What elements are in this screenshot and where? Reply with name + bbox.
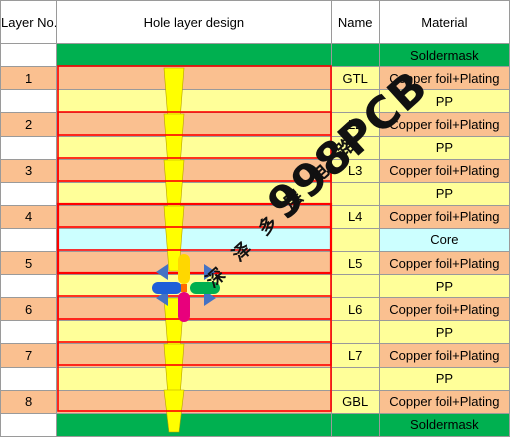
layer-number-cell	[0, 412, 58, 437]
layer-number-cell: 4	[0, 204, 58, 229]
layer-name-cell	[330, 366, 380, 391]
hole-design-cell	[56, 366, 332, 391]
layer-number-cell	[0, 43, 58, 68]
stackup-row-soldermask: Soldermask	[0, 412, 510, 437]
material-cell: Copper foil+Plating	[378, 204, 510, 229]
material-cell: Copper foil+Plating	[378, 251, 510, 276]
layer-name-cell: L4	[330, 204, 380, 229]
stackup-row-copper: 3 L3 Copper foil+Plating	[0, 158, 510, 183]
stackup-row-pp: PP	[0, 366, 510, 391]
layer-number-cell	[0, 366, 58, 391]
stackup-row-pp: PP	[0, 274, 510, 299]
stackup-row-pp: PP	[0, 320, 510, 345]
layer-name-cell	[330, 227, 380, 253]
layer-number-cell	[0, 320, 58, 345]
hole-design-cell	[56, 412, 332, 437]
hole-design-cell	[56, 112, 332, 137]
layer-number-cell: 6	[0, 297, 58, 322]
layer-number-cell	[0, 89, 58, 114]
layer-name-cell: L2	[330, 112, 380, 137]
layer-name-cell: L5	[330, 251, 380, 276]
material-cell: PP	[378, 366, 510, 391]
stackup-row-core: Core	[0, 227, 510, 253]
layer-number-cell: 7	[0, 343, 58, 368]
layer-name-cell	[330, 181, 380, 206]
material-cell: Copper foil+Plating	[378, 158, 510, 183]
stackup-row-soldermask: Soldermask	[0, 43, 510, 68]
hole-design-cell	[56, 389, 332, 414]
material-cell: PP	[378, 181, 510, 206]
hole-design-cell	[56, 89, 332, 114]
material-cell: Copper foil+Plating	[378, 297, 510, 322]
material-cell: Core	[378, 227, 510, 253]
material-cell: Copper foil+Plating	[378, 112, 510, 137]
layer-name-cell	[330, 135, 380, 160]
stackup-row-copper: 7 L7 Copper foil+Plating	[0, 343, 510, 368]
hole-design-cell	[56, 227, 332, 253]
material-cell: Soldermask	[378, 412, 510, 437]
hole-design-cell	[56, 43, 332, 68]
layer-number-cell: 3	[0, 158, 58, 183]
layer-name-cell: L6	[330, 297, 380, 322]
layer-name-cell	[330, 274, 380, 299]
material-cell: PP	[378, 274, 510, 299]
material-cell: PP	[378, 320, 510, 345]
material-cell: Copper foil+Plating	[378, 389, 510, 414]
hole-design-cell	[56, 66, 332, 91]
hole-design-cell	[56, 343, 332, 368]
layer-number-cell: 2	[0, 112, 58, 137]
layer-number-cell: 1	[0, 66, 58, 91]
material-cell: Copper foil+Plating	[378, 66, 510, 91]
layer-number-cell	[0, 181, 58, 206]
layer-name-cell: GBL	[330, 389, 380, 414]
header-layer-no: Layer No.	[0, 0, 58, 45]
stackup-row-pp: PP	[0, 135, 510, 160]
header-hole-layer-design: Hole layer design	[56, 0, 332, 45]
layer-name-cell: L7	[330, 343, 380, 368]
layer-number-cell: 8	[0, 389, 58, 414]
layer-name-cell	[330, 43, 380, 68]
header-name: Name	[330, 0, 380, 45]
header-material: Material	[378, 0, 510, 45]
stackup-row-copper: 1 GTL Copper foil+Plating	[0, 66, 510, 91]
header-row: Layer No. Hole layer design Name Materia…	[0, 0, 510, 45]
layer-number-cell	[0, 135, 58, 160]
layer-name-cell: GTL	[330, 66, 380, 91]
material-cell: Soldermask	[378, 43, 510, 68]
layer-name-cell	[330, 320, 380, 345]
material-cell: Copper foil+Plating	[378, 343, 510, 368]
layer-number-cell: 5	[0, 251, 58, 276]
hole-design-cell	[56, 135, 332, 160]
stackup-row-copper: 6 L6 Copper foil+Plating	[0, 297, 510, 322]
stackup-row-pp: PP	[0, 181, 510, 206]
stackup-row-copper: 8 GBL Copper foil+Plating	[0, 389, 510, 414]
stackup-row-copper: 2 L2 Copper foil+Plating	[0, 112, 510, 137]
layer-name-cell	[330, 412, 380, 437]
layer-number-cell	[0, 274, 58, 299]
material-cell: PP	[378, 135, 510, 160]
layer-number-cell	[0, 227, 58, 253]
company-logo-icon	[152, 254, 220, 322]
